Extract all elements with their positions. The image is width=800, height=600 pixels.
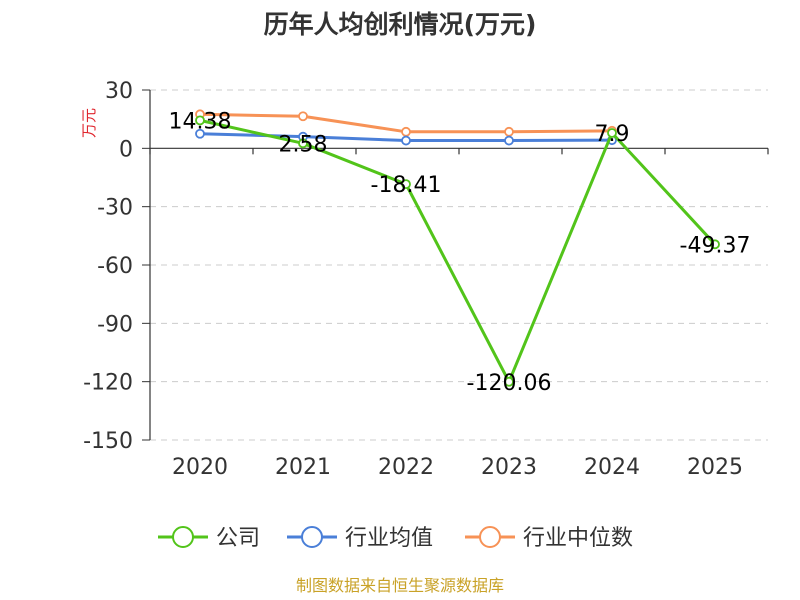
legend: 公司 行业均值 行业中位数 xyxy=(158,526,633,551)
y-axis-unit: 万元 xyxy=(80,108,98,138)
data-label: 2.58 xyxy=(279,132,328,157)
data-point xyxy=(298,111,308,122)
data-label: 7.9 xyxy=(595,122,630,147)
x-tick-label: 2020 xyxy=(172,455,228,480)
source-note: 制图数据来自恒生聚源数据库 xyxy=(296,576,504,595)
y-tick-label: -150 xyxy=(83,429,133,454)
series-line-0 xyxy=(198,118,717,384)
data-point xyxy=(504,135,514,146)
series-lines xyxy=(195,109,720,387)
data-point xyxy=(710,239,720,250)
legend-label: 行业均值 xyxy=(345,526,433,551)
chart-title: 历年人均创利情况(万元) xyxy=(264,10,537,39)
data-point xyxy=(195,115,205,126)
data-point xyxy=(401,179,411,190)
x-tick-label: 2021 xyxy=(275,455,331,480)
y-tick-label: -120 xyxy=(83,371,133,396)
data-point xyxy=(298,138,308,149)
y-tick-label: -90 xyxy=(97,312,133,337)
legend-marker xyxy=(301,526,323,548)
legend-marker xyxy=(479,526,501,548)
y-tick-label: -30 xyxy=(97,196,133,221)
data-point xyxy=(195,128,205,139)
legend-label: 行业中位数 xyxy=(523,526,633,551)
data-label: -18.41 xyxy=(371,173,442,198)
x-tick-label: 2022 xyxy=(378,455,434,480)
x-tick-label: 2025 xyxy=(687,455,743,480)
y-tick-label: 0 xyxy=(119,137,133,162)
data-point xyxy=(504,126,514,137)
data-point xyxy=(504,376,514,387)
data-label: -49.37 xyxy=(680,233,751,258)
y-tick-label: 30 xyxy=(105,79,133,104)
data-label: 14.38 xyxy=(169,109,232,134)
data-point xyxy=(607,128,617,138)
axes: 30 0 -30 -60 -90 -120 -150 2020 2021 2022 2023 2024… xyxy=(83,79,769,480)
x-tick-label: 2024 xyxy=(584,455,640,480)
data-label: -120.06 xyxy=(467,371,552,396)
data-point xyxy=(401,126,411,137)
grid-lines xyxy=(150,89,768,441)
y-tick-label: -60 xyxy=(97,254,133,279)
legend-label: 公司 xyxy=(216,526,260,551)
data-labels: 14.38 2.58 -18.41 -120.06 7.9 -49.37 xyxy=(169,109,751,395)
legend-marker xyxy=(172,526,194,548)
data-point xyxy=(401,135,411,146)
x-tick-label: 2023 xyxy=(481,455,537,480)
